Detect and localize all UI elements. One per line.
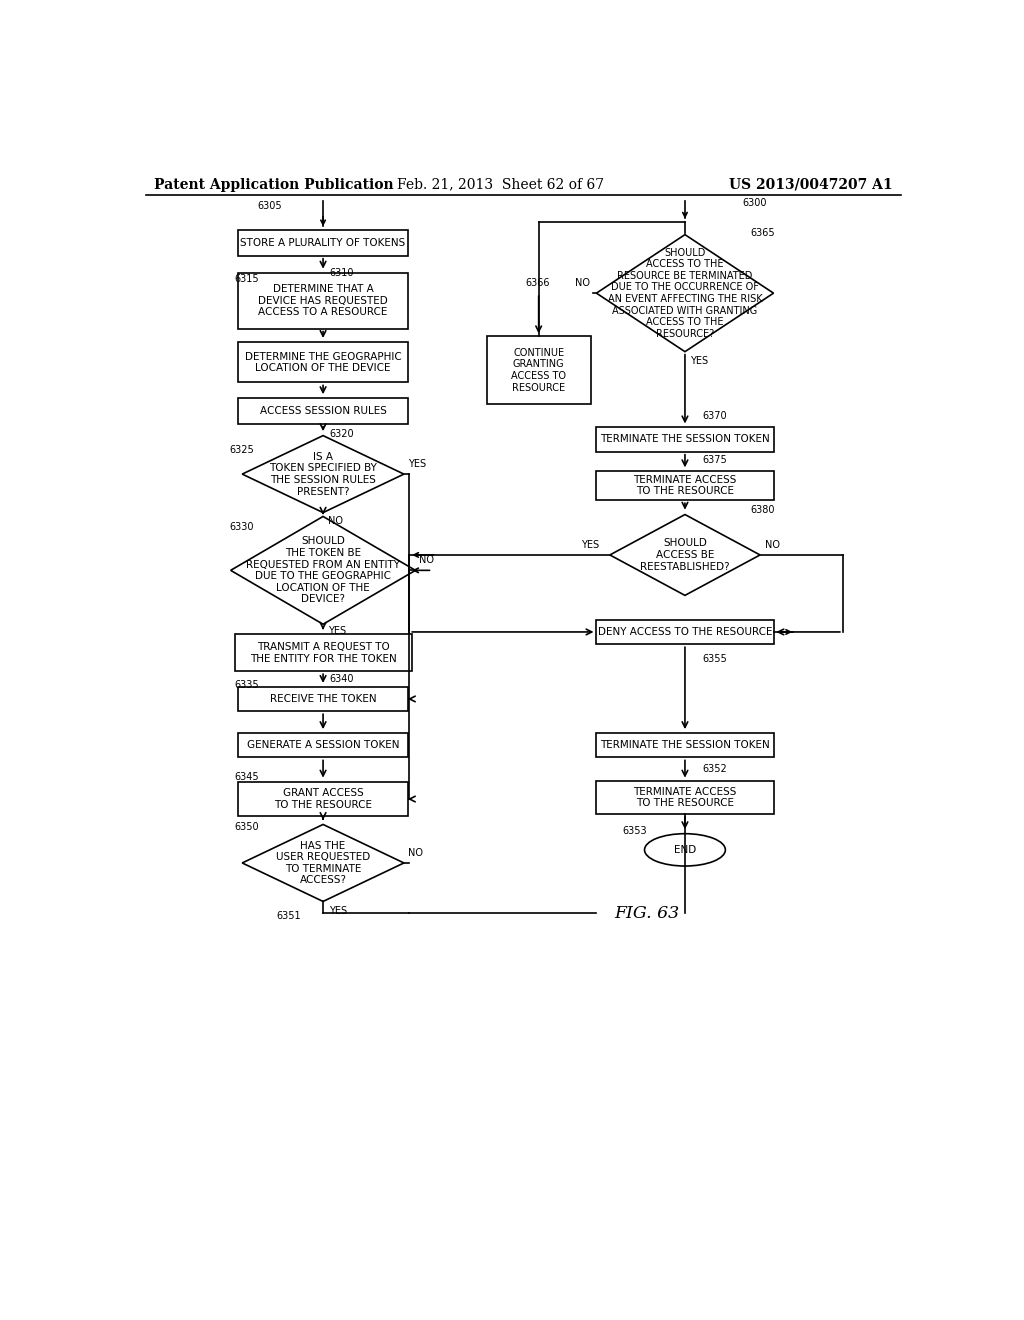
- Text: 6366: 6366: [525, 277, 550, 288]
- Bar: [596, 471, 773, 500]
- Bar: [596, 781, 773, 813]
- Text: SHOULD
ACCESS BE
REESTABLISHED?: SHOULD ACCESS BE REESTABLISHED?: [640, 539, 730, 572]
- Bar: [239, 781, 408, 816]
- Bar: [239, 231, 408, 256]
- Text: Patent Application Publication: Patent Application Publication: [154, 178, 393, 191]
- Text: CONTINUE
GRANTING
ACCESS TO
RESOURCE: CONTINUE GRANTING ACCESS TO RESOURCE: [511, 347, 566, 392]
- Text: 6330: 6330: [229, 521, 254, 532]
- Text: YES: YES: [689, 355, 708, 366]
- Text: YES: YES: [408, 459, 426, 469]
- Text: 6340: 6340: [330, 673, 353, 684]
- Text: 6310: 6310: [330, 268, 353, 277]
- Text: SHOULD
ACCESS TO THE
RESOURCE BE TERMINATED
DUE TO THE OCCURRENCE OF
AN EVENT AF: SHOULD ACCESS TO THE RESOURCE BE TERMINA…: [607, 248, 762, 339]
- Text: 6345: 6345: [234, 772, 259, 781]
- Text: TERMINATE ACCESS
TO THE RESOURCE: TERMINATE ACCESS TO THE RESOURCE: [633, 475, 736, 496]
- Text: 6305: 6305: [258, 201, 283, 211]
- Text: TERMINATE THE SESSION TOKEN: TERMINATE THE SESSION TOKEN: [600, 434, 770, 445]
- Text: NO: NO: [419, 554, 434, 565]
- Text: YES: YES: [581, 540, 599, 549]
- Text: NO: NO: [765, 540, 779, 549]
- Text: ACCESS SESSION RULES: ACCESS SESSION RULES: [260, 407, 386, 416]
- Text: Feb. 21, 2013  Sheet 62 of 67: Feb. 21, 2013 Sheet 62 of 67: [396, 178, 604, 191]
- Text: DENY ACCESS TO THE RESOURCE: DENY ACCESS TO THE RESOURCE: [598, 627, 772, 638]
- Text: YES: YES: [328, 626, 346, 636]
- Text: 6355: 6355: [701, 653, 727, 664]
- Text: 6351: 6351: [276, 911, 301, 920]
- Text: 6380: 6380: [751, 506, 775, 515]
- Text: GRANT ACCESS
TO THE RESOURCE: GRANT ACCESS TO THE RESOURCE: [274, 788, 372, 810]
- Text: TERMINATE THE SESSION TOKEN: TERMINATE THE SESSION TOKEN: [600, 741, 770, 750]
- Text: HAS THE
USER REQUESTED
TO TERMINATE
ACCESS?: HAS THE USER REQUESTED TO TERMINATE ACCE…: [275, 841, 371, 886]
- Text: 6335: 6335: [234, 680, 259, 689]
- Text: SHOULD
THE TOKEN BE
REQUESTED FROM AN ENTITY
DUE TO THE GEOGRAPHIC
LOCATION OF T: SHOULD THE TOKEN BE REQUESTED FROM AN EN…: [246, 536, 400, 605]
- Text: NO: NO: [575, 277, 590, 288]
- Text: TERMINATE ACCESS
TO THE RESOURCE: TERMINATE ACCESS TO THE RESOURCE: [633, 787, 736, 808]
- Bar: [596, 428, 773, 451]
- Text: NO: NO: [328, 516, 343, 527]
- Text: GENERATE A SESSION TOKEN: GENERATE A SESSION TOKEN: [247, 741, 399, 750]
- Text: DETERMINE THE GEOGRAPHIC
LOCATION OF THE DEVICE: DETERMINE THE GEOGRAPHIC LOCATION OF THE…: [245, 351, 401, 374]
- Bar: [596, 733, 773, 758]
- Text: IS A
TOKEN SPECIFIED BY
THE SESSION RULES
PRESENT?: IS A TOKEN SPECIFIED BY THE SESSION RULE…: [269, 451, 377, 496]
- Text: YES: YES: [330, 906, 347, 916]
- Text: 6325: 6325: [229, 445, 254, 455]
- Text: 6350: 6350: [234, 822, 259, 832]
- Bar: [234, 635, 412, 671]
- Bar: [239, 273, 408, 329]
- Text: DETERMINE THAT A
DEVICE HAS REQUESTED
ACCESS TO A RESOURCE: DETERMINE THAT A DEVICE HAS REQUESTED AC…: [258, 284, 388, 317]
- Bar: [239, 733, 408, 758]
- Text: 6365: 6365: [751, 228, 775, 238]
- Text: 6320: 6320: [330, 429, 354, 440]
- Bar: [486, 337, 591, 404]
- Text: STORE A PLURALITY OF TOKENS: STORE A PLURALITY OF TOKENS: [241, 238, 406, 248]
- Text: NO: NO: [408, 847, 423, 858]
- Text: 6370: 6370: [701, 411, 726, 421]
- Text: US 2013/0047207 A1: US 2013/0047207 A1: [729, 178, 893, 191]
- Text: RECEIVE THE TOKEN: RECEIVE THE TOKEN: [269, 694, 377, 704]
- Text: END: END: [674, 845, 696, 855]
- Text: TRANSMIT A REQUEST TO
THE ENTITY FOR THE TOKEN: TRANSMIT A REQUEST TO THE ENTITY FOR THE…: [250, 642, 396, 664]
- Text: FIG. 63: FIG. 63: [614, 906, 679, 923]
- Bar: [239, 399, 408, 424]
- Bar: [239, 342, 408, 383]
- Text: 6315: 6315: [234, 275, 259, 284]
- Text: 6353: 6353: [623, 826, 647, 836]
- Text: 6375: 6375: [701, 455, 727, 465]
- Bar: [239, 686, 408, 711]
- Text: 6352: 6352: [701, 763, 727, 774]
- Text: 6300: 6300: [742, 198, 767, 209]
- Bar: [596, 619, 773, 644]
